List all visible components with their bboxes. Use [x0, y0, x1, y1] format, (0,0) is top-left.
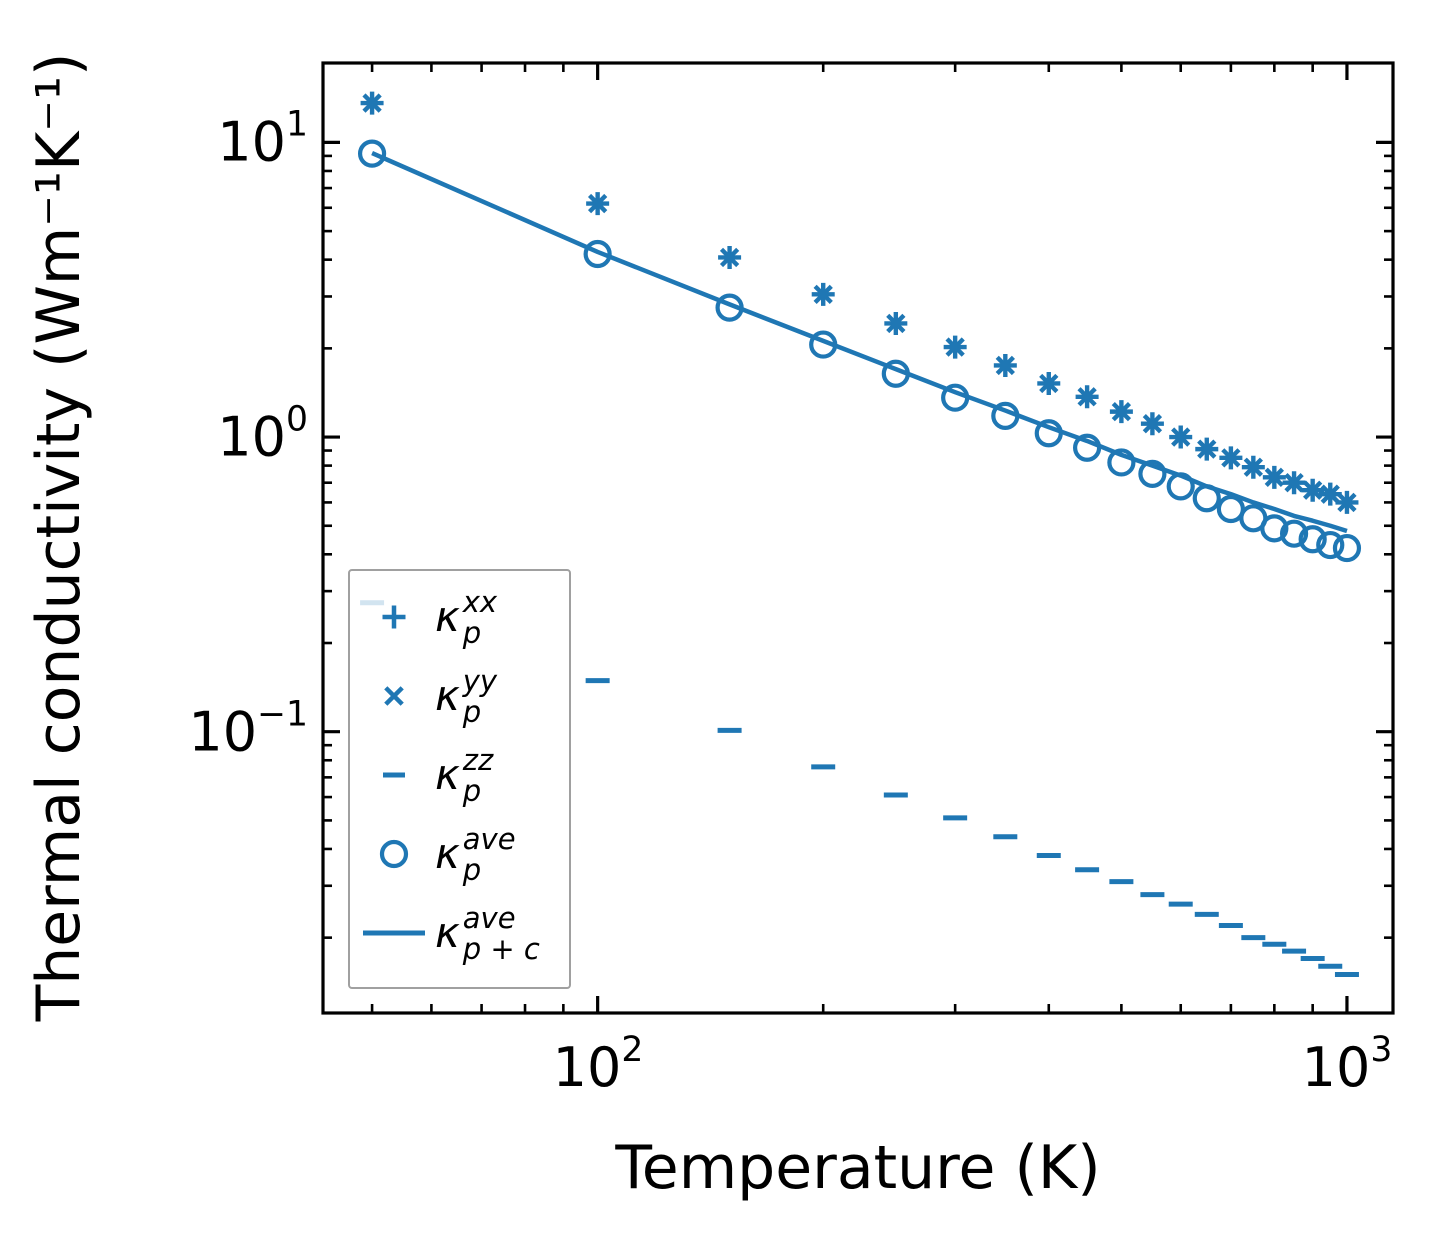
axes-frame	[321, 61, 1395, 1015]
x-tick-exp: 3	[1370, 1029, 1393, 1070]
solid-line-icon	[363, 930, 425, 935]
y-tick-exp: 1	[286, 104, 308, 145]
cross-marker-icon	[384, 685, 404, 706]
legend-superscript: zz	[462, 743, 494, 778]
x-axis-label: Temperature (K)	[615, 1133, 1101, 1203]
series-kappa_p_yy	[362, 93, 1357, 513]
y-axis-label: Thermal conductivity (Wm⁻¹K⁻¹)	[24, 52, 94, 1022]
plus-marker-icon	[382, 605, 406, 628]
legend-label: κ zz p	[435, 743, 494, 808]
legend-item-kappa-xx: κ xx p	[350, 577, 569, 656]
legend-superscript: xx	[462, 585, 498, 620]
kappa-symbol: κ	[435, 749, 460, 799]
kappa-symbol: κ	[435, 670, 460, 720]
legend-label: κ ave p + c	[435, 901, 540, 966]
y-tick-label-1e0: 100	[217, 399, 308, 469]
legend-subscript: p	[462, 615, 482, 650]
legend-label: κ yy p	[435, 664, 498, 729]
legend-item-kappa-zz: κ zz p	[350, 735, 569, 814]
kappa-symbol: κ	[435, 907, 460, 957]
series-kappa_p_zz	[360, 600, 1359, 977]
y-tick-exp: −1	[257, 694, 308, 735]
y-tick-base: 10	[217, 405, 287, 469]
y-tick-label-1e1: 101	[217, 104, 308, 174]
legend-subscript: p	[462, 852, 482, 887]
dash-marker-icon	[383, 772, 405, 777]
legend-label: κ xx p	[435, 585, 498, 650]
legend-subscript: p	[462, 773, 482, 808]
series-kappa_p_plus_c_ave	[371, 151, 1348, 534]
x-tick-base: 10	[552, 1036, 622, 1099]
kappa-symbol: κ	[435, 828, 460, 878]
legend-superscript: ave	[462, 822, 516, 857]
y-tick-base: 10	[217, 110, 287, 174]
x-tick-base: 10	[1301, 1036, 1371, 1099]
x-tick-label-1e2: 102	[552, 1030, 644, 1099]
legend-superscript: yy	[462, 664, 498, 699]
y-tick-label-1e-1: 10−1	[188, 694, 308, 764]
kappa-symbol: κ	[435, 591, 460, 641]
legend-subscript: p	[462, 694, 482, 729]
y-tick-exp: 0	[286, 399, 308, 440]
x-tick-exp: 2	[621, 1029, 644, 1070]
legend-superscript: ave	[462, 901, 516, 936]
data-series	[357, 91, 1362, 977]
legend-subscript: p + c	[462, 931, 540, 966]
legend-item-kappa-ave: κ ave p	[350, 814, 569, 893]
x-tick-label-1e3: 103	[1301, 1030, 1393, 1099]
legend-item-kappa-p-plus-c-ave: κ ave p + c	[350, 893, 569, 972]
legend: κ xx p κ yy p κ zz p κ ave p κ ave p + c	[348, 569, 571, 989]
circle-marker-icon	[379, 839, 409, 868]
y-tick-base: 10	[188, 700, 258, 764]
legend-item-kappa-yy: κ yy p	[350, 656, 569, 735]
series-kappa_p_ave	[357, 139, 1362, 563]
legend-label: κ ave p	[435, 822, 516, 887]
